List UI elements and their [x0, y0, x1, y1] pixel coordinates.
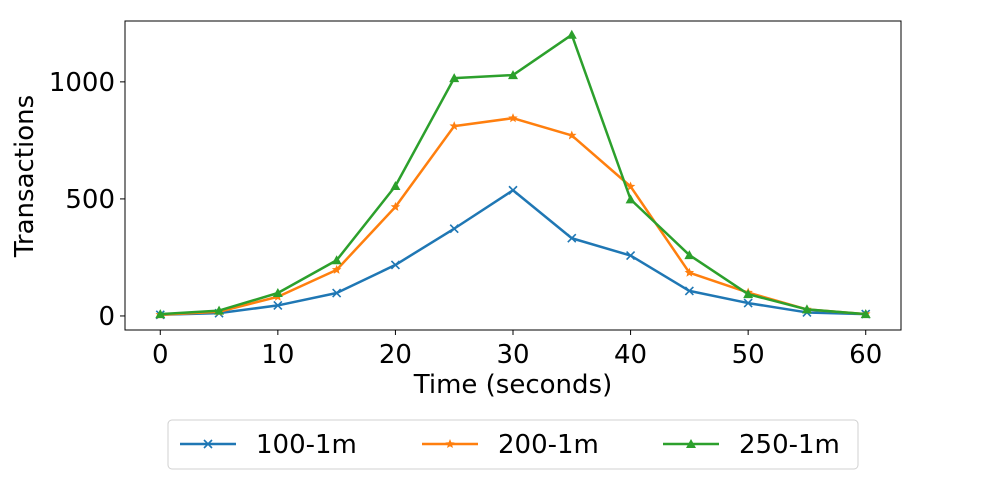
- series-line-200-1m: [160, 116, 866, 317]
- x-tick-label: 60: [849, 340, 882, 370]
- data-point-250-1m-55: [801, 304, 812, 314]
- data-point-200-1m-15: [331, 264, 342, 274]
- data-point-100-1m-20: [390, 260, 400, 270]
- data-point-250-1m-35: [566, 29, 577, 39]
- data-point-200-1m-45: [684, 267, 695, 277]
- legend-entry-100-1m: 100-1m: [180, 430, 357, 460]
- x-axis-label: Time (seconds): [413, 370, 612, 400]
- x-tick-label: 40: [614, 340, 647, 370]
- data-point-200-1m-25: [449, 121, 459, 131]
- x-tick-label: 30: [496, 340, 529, 370]
- data-point-250-1m-20: [390, 181, 401, 191]
- data-point-100-1m-45: [684, 286, 694, 296]
- data-point-250-1m-15: [331, 255, 342, 265]
- series-200-1m: [155, 113, 871, 319]
- y-axis-label: Transactions: [10, 95, 40, 258]
- plot-area: [124, 20, 902, 331]
- legend-entry-200-1m: 200-1m: [422, 430, 599, 460]
- data-point-200-1m-20: [390, 201, 401, 211]
- data-point-200-1m-35: [567, 130, 577, 140]
- data-point-250-1m-60: [860, 309, 871, 319]
- series-250-1m: [155, 29, 871, 319]
- legend-label: 250-1m: [739, 430, 840, 460]
- data-point-100-1m-15: [332, 288, 342, 298]
- data-point-250-1m-45: [684, 250, 695, 260]
- data-point-250-1m-30: [508, 70, 518, 80]
- data-point-250-1m-25: [449, 73, 460, 83]
- legend-marker: [203, 439, 213, 449]
- data-point-200-1m-40: [625, 181, 636, 191]
- data-point-100-1m-40: [626, 250, 636, 261]
- data-point-200-1m-30: [508, 113, 518, 123]
- data-point-100-1m-35: [567, 233, 577, 243]
- y-tick-label: 0: [98, 302, 115, 332]
- legend-marker: [686, 439, 696, 448]
- x-tick-label: 50: [732, 340, 765, 370]
- x-tick-label: 0: [152, 340, 169, 370]
- data-point-250-1m-50: [743, 289, 754, 299]
- legend-marker: [445, 439, 455, 449]
- data-point-100-1m-30: [508, 185, 518, 195]
- x-axis: 0 10 20 30 40 50 60: [152, 330, 882, 370]
- data-point-100-1m-10: [273, 300, 283, 310]
- legend: 100-1m 200-1m 250-1m: [167, 419, 859, 470]
- data-point-250-1m-5: [214, 305, 225, 315]
- x-tick-label: 20: [379, 340, 412, 370]
- legend-box: [167, 419, 859, 470]
- legend-entry-250-1m: 250-1m: [663, 430, 840, 460]
- x-tick-label: 10: [261, 340, 294, 370]
- legend-label: 100-1m: [256, 430, 357, 460]
- y-tick-label: 1000: [49, 68, 115, 98]
- y-axis: 0 500 1000: [49, 68, 125, 332]
- data-point-100-1m-25: [449, 224, 459, 234]
- data-point-100-1m-50: [743, 298, 753, 308]
- data-point-250-1m-0: [155, 309, 166, 319]
- data-point-250-1m-40: [625, 194, 636, 204]
- legend-label: 200-1m: [498, 430, 599, 460]
- plot-frame: [124, 20, 902, 331]
- data-point-250-1m-10: [272, 288, 283, 298]
- y-tick-label: 500: [65, 185, 115, 215]
